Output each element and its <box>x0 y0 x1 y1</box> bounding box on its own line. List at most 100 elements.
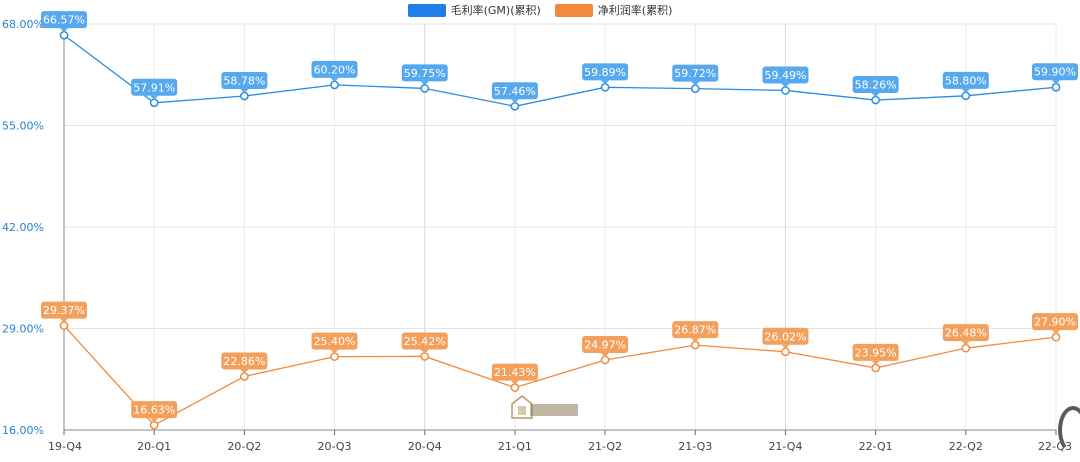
data-label-bg <box>762 66 809 84</box>
x-tick-label: 20-Q4 <box>408 440 442 453</box>
data-label-bg <box>672 64 719 82</box>
x-tick-label: 20-Q2 <box>227 440 261 453</box>
data-label-text: 57.91% <box>133 81 175 94</box>
data-label-pointer <box>691 81 700 86</box>
data-point[interactable] <box>961 343 971 353</box>
data-label-text: 59.75% <box>404 67 446 80</box>
data-point[interactable] <box>1051 82 1061 92</box>
data-point[interactable] <box>781 86 790 95</box>
data-label-text: 29.37% <box>43 304 85 317</box>
data-label: 59.49% <box>762 66 809 88</box>
data-label-text: 25.40% <box>314 335 356 348</box>
data-label-text: 58.80% <box>945 74 987 87</box>
data-label-bg <box>131 401 178 419</box>
data-label-pointer <box>781 344 790 349</box>
data-label-pointer <box>330 349 339 354</box>
data-label-pointer <box>150 418 159 423</box>
data-label: 57.91% <box>131 78 178 100</box>
series-line-1 <box>63 34 1057 107</box>
data-label-pointer <box>60 318 68 323</box>
data-label-text: 59.89% <box>584 66 626 79</box>
legend-swatch-net <box>554 3 593 17</box>
data-label: 22.86% <box>221 352 268 374</box>
data-label-text: 21.43% <box>494 366 536 379</box>
data-label-text: 22.86% <box>223 355 265 368</box>
data-point[interactable] <box>510 101 520 111</box>
data-point[interactable] <box>420 352 430 361</box>
x-tick-label: 19-Q4 <box>48 440 82 453</box>
data-label-bg <box>221 352 268 370</box>
data-label: 60.20% <box>311 60 358 82</box>
x-tick-label: 21-Q3 <box>678 440 712 453</box>
data-label-bg <box>942 71 989 89</box>
data-point[interactable] <box>871 95 880 105</box>
data-label-bg <box>491 82 538 100</box>
data-point[interactable] <box>149 98 159 108</box>
data-point[interactable] <box>59 30 69 40</box>
legend-item-net[interactable]: 净利润率(累积) <box>554 2 672 18</box>
data-point[interactable] <box>961 91 971 101</box>
data-label: 23.95% <box>852 343 899 365</box>
data-label-text: 24.97% <box>584 338 626 351</box>
data-label-text: 58.26% <box>855 79 897 92</box>
data-label-bg <box>491 363 538 381</box>
data-label-bg <box>762 327 809 345</box>
data-label-bg <box>942 324 989 342</box>
data-point[interactable] <box>59 321 69 330</box>
data-label-pointer <box>691 338 700 343</box>
data-point[interactable] <box>690 84 700 93</box>
data-point[interactable] <box>600 82 610 92</box>
x-tick-label: 22-Q2 <box>949 440 983 453</box>
data-label-bg <box>311 60 358 78</box>
data-label-text: 59.90% <box>1034 66 1076 79</box>
data-label-pointer <box>871 360 880 365</box>
legend-label-gm: 毛利率(GM)(累积) <box>450 4 541 17</box>
watermark-logo <box>511 395 578 419</box>
data-point[interactable] <box>781 347 790 357</box>
x-tick-label: 21-Q1 <box>498 440 532 453</box>
data-label-bg <box>131 78 178 96</box>
data-point[interactable] <box>240 91 249 101</box>
data-label-pointer <box>420 81 429 86</box>
data-label-pointer <box>961 341 970 346</box>
data-label: 57.46% <box>491 82 538 104</box>
data-label-pointer <box>330 77 339 82</box>
x-tick-label: 22-Q1 <box>859 440 893 453</box>
data-point[interactable] <box>330 80 339 90</box>
data-label-pointer <box>601 80 610 85</box>
data-point[interactable] <box>420 84 430 93</box>
data-point[interactable] <box>690 340 700 350</box>
data-point[interactable] <box>330 352 339 361</box>
data-label-text: 26.48% <box>945 327 987 340</box>
x-tick-label: 21-Q4 <box>768 440 802 453</box>
data-label-bg <box>401 332 448 350</box>
data-label-text: 25.42% <box>404 335 446 348</box>
data-label-bg <box>582 335 629 353</box>
data-point[interactable] <box>871 363 880 373</box>
data-point[interactable] <box>600 355 610 365</box>
data-label-pointer <box>1052 330 1060 335</box>
data-point[interactable] <box>1051 332 1061 342</box>
data-label-text: 23.95% <box>855 346 897 359</box>
data-label-pointer <box>601 352 610 357</box>
data-labels: 66.57% 57.91% 58.78% 60.20% 59.75% 57.46% 59.8… <box>41 11 1078 423</box>
data-label-pointer <box>240 88 249 93</box>
legend-swatch-gm <box>407 3 446 17</box>
data-label: 59.89% <box>582 63 629 85</box>
data-label-text: 26.87% <box>674 324 716 337</box>
data-label-bg <box>41 301 87 319</box>
data-point[interactable] <box>510 383 520 392</box>
legend-item-gm[interactable]: 毛利率(GM)(累积) <box>407 2 541 18</box>
data-label-bg <box>852 343 899 361</box>
data-label-bg <box>311 332 358 350</box>
data-label: 59.90% <box>1032 63 1078 85</box>
data-label-text: 16.63% <box>133 404 175 417</box>
data-point[interactable] <box>240 372 249 381</box>
y-tick-label: 29.00% <box>2 323 44 336</box>
y-tick-label: 55.00% <box>2 120 44 133</box>
axes: 16.00% 29.00% 42.00% 55.00% 68.00% 19-Q4 20-Q1… <box>2 18 1072 453</box>
data-point[interactable] <box>149 420 159 430</box>
x-tick-label: 20-Q1 <box>137 440 171 453</box>
data-label-bg <box>672 321 719 339</box>
